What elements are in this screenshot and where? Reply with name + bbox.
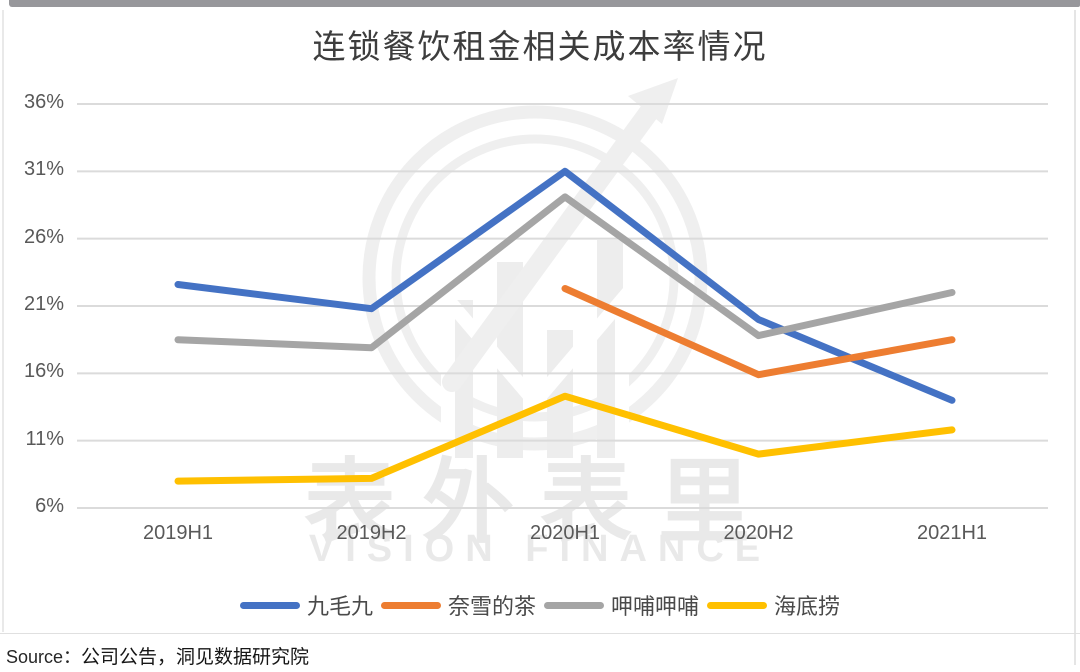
legend-swatch-icon bbox=[380, 601, 441, 609]
legend-label: 九毛九 bbox=[306, 594, 373, 619]
legend-item: 九毛九 bbox=[239, 589, 373, 621]
top-strip-divider bbox=[9, 0, 1080, 7]
y-tick-label: 36% bbox=[23, 90, 64, 113]
right-border-line bbox=[1074, 10, 1076, 665]
source-label: Source： bbox=[6, 647, 82, 667]
legend-swatch-icon bbox=[544, 601, 604, 609]
watermark-en-text: VISION FINANCE bbox=[308, 528, 772, 570]
watermark-cn-text: 表外表里 bbox=[303, 452, 776, 554]
y-tick-label: 21% bbox=[23, 292, 64, 315]
chart-legend: 九毛九 奈雪的茶 呷哺呷哺 海底捞 bbox=[0, 589, 1080, 621]
left-border-line bbox=[2, 10, 4, 632]
y-tick-label: 26% bbox=[23, 225, 64, 248]
watermark-arrow-icon bbox=[442, 78, 678, 392]
legend-label: 海底捞 bbox=[774, 594, 841, 619]
y-tick-label: 31% bbox=[23, 158, 64, 181]
bottom-border-line bbox=[0, 633, 1080, 634]
chart-title: 连锁餐饮租金相关成本率情况 bbox=[312, 28, 768, 65]
legend-label: 呷哺呷哺 bbox=[611, 594, 700, 619]
legend-item: 呷哺呷哺 bbox=[544, 589, 699, 621]
source-text: 公司公告，洞见数据研究院 bbox=[81, 647, 310, 668]
x-tick-label: 2019H1 bbox=[142, 522, 214, 544]
series-line-呷哺呷哺 bbox=[174, 193, 956, 352]
legend-swatch-icon bbox=[707, 601, 768, 609]
series-line-海底捞 bbox=[174, 392, 956, 485]
x-tick-label: 2019H2 bbox=[336, 522, 407, 544]
x-tick-label: 2021H1 bbox=[916, 522, 988, 544]
y-tick-label: 11% bbox=[25, 427, 64, 450]
y-tick-label: 16% bbox=[23, 360, 64, 383]
x-tick-label: 2020H1 bbox=[529, 522, 601, 544]
series-line-奈雪的茶 bbox=[561, 285, 956, 379]
watermark-m-glyph bbox=[441, 281, 629, 458]
source-line: Source：公司公告，洞见数据研究院 bbox=[6, 642, 309, 669]
legend-item: 奈雪的茶 bbox=[380, 589, 536, 621]
x-tick-label: 2020H2 bbox=[723, 522, 794, 544]
series-line-九毛九 bbox=[174, 167, 956, 404]
legend-label: 奈雪的茶 bbox=[447, 594, 536, 619]
y-tick-label: 6% bbox=[35, 495, 64, 517]
legend-swatch-icon bbox=[239, 601, 300, 609]
legend-item: 海底捞 bbox=[707, 589, 840, 621]
